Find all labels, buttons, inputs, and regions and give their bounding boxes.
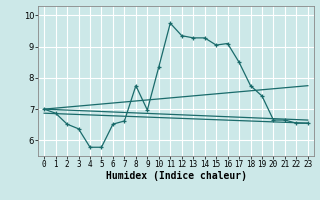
X-axis label: Humidex (Indice chaleur): Humidex (Indice chaleur) <box>106 171 246 181</box>
